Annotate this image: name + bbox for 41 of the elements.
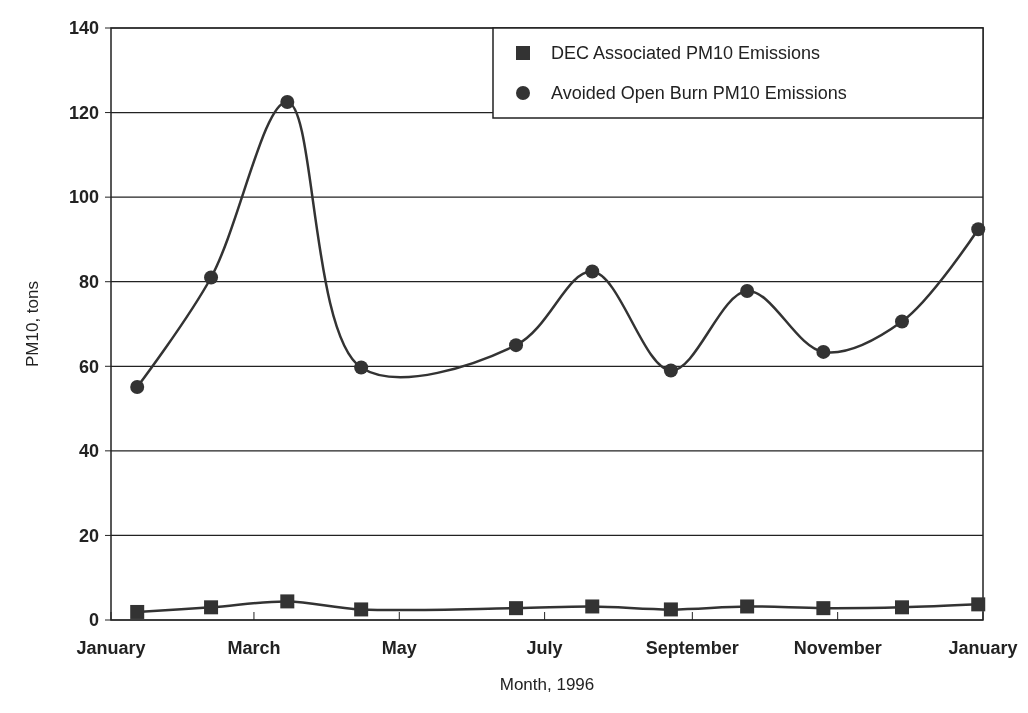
y-tick-label: 140 — [68, 18, 99, 39]
point — [971, 597, 986, 612]
point — [354, 602, 369, 617]
y-tick-label: 60 — [78, 356, 99, 377]
point — [663, 602, 678, 617]
point — [354, 360, 369, 375]
point — [895, 600, 909, 615]
legend-label: DEC Associated PM10 Emissions — [551, 43, 821, 64]
point — [509, 601, 524, 616]
y-tick-label: 40 — [78, 441, 99, 462]
x-tick-label: January — [948, 638, 1018, 658]
x-tick-label: May — [381, 638, 417, 658]
point — [585, 264, 600, 279]
x-tick-label: November — [793, 638, 882, 658]
point — [740, 284, 755, 299]
x-tick-label: March — [227, 638, 281, 658]
x-tick-label: January — [76, 638, 146, 658]
point — [130, 604, 145, 619]
point — [204, 600, 219, 615]
point — [280, 594, 295, 609]
x-tick-label: July — [526, 638, 563, 658]
point — [816, 601, 831, 616]
y-axis-title: PM10, tons — [23, 281, 42, 367]
point — [663, 363, 678, 378]
y-tick-label: 0 — [88, 610, 99, 631]
point — [971, 222, 986, 237]
y-tick-label: 80 — [78, 272, 99, 293]
point — [895, 314, 909, 329]
y-tick-label: 20 — [78, 525, 99, 546]
x-tick-label: September — [645, 638, 739, 658]
point — [280, 95, 295, 109]
y-tick-label: 100 — [68, 187, 99, 208]
point — [509, 338, 524, 353]
point — [585, 599, 600, 614]
x-axis-title: Month, 1996 — [499, 675, 595, 694]
point — [130, 380, 145, 395]
y-tick-label: 120 — [68, 102, 99, 123]
point — [816, 344, 831, 359]
point — [204, 270, 219, 285]
point — [740, 599, 755, 614]
legend-label: Avoided Open Burn PM10 Emissions — [551, 83, 847, 104]
